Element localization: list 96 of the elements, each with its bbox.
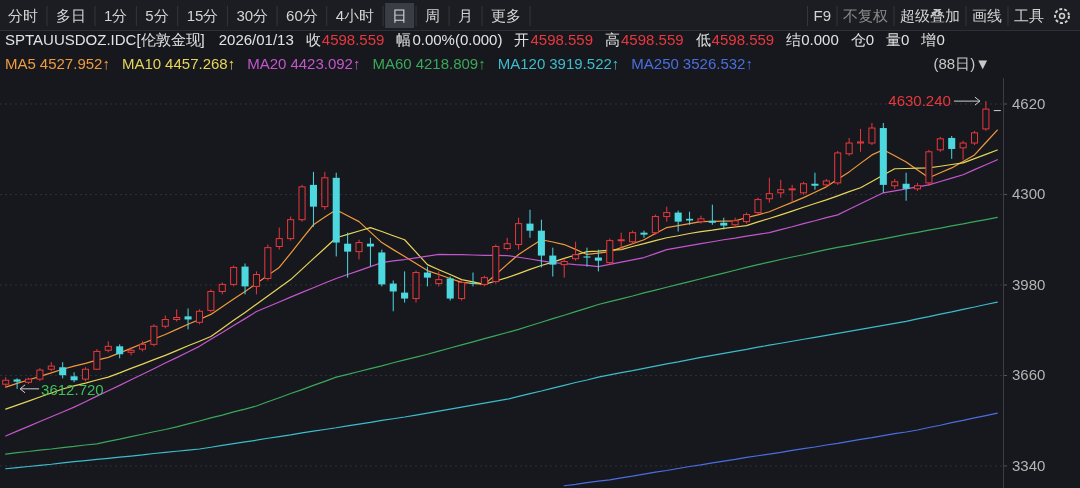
candlestick [572, 241, 580, 262]
candlestick [777, 179, 785, 199]
text: 开 [514, 31, 530, 48]
text: 日 [392, 7, 408, 24]
text: 低 [695, 31, 711, 48]
candlestick [446, 276, 454, 302]
text: 更多 [491, 7, 522, 24]
text: 15分 [186, 7, 219, 24]
text: 4598.559 [711, 31, 775, 48]
candlestick [902, 172, 910, 202]
text: 4598.559 [621, 31, 684, 48]
candlestick [811, 172, 819, 191]
text: 量0 [886, 31, 910, 48]
text: 4218.809↑ [415, 55, 486, 72]
text: 分时 [8, 7, 38, 24]
candlestick [868, 122, 876, 146]
candlestick [13, 377, 21, 390]
text: (88日)▼ [933, 55, 990, 72]
text: 画线 [972, 7, 1002, 24]
candlestick [948, 135, 956, 160]
y-tick-label: 4620 [1012, 95, 1046, 113]
text: MA250 [631, 55, 679, 72]
text: 结0.000 [786, 31, 839, 48]
text: 60分 [286, 7, 318, 24]
y-tick-label: 3980 [1012, 275, 1046, 293]
candlestick [925, 149, 933, 187]
text: 仓0 [850, 31, 875, 48]
candlestick [127, 346, 135, 356]
candlestick [275, 227, 283, 251]
y-tick-label: 3660 [1012, 366, 1046, 384]
chart-title: SPTAUUSDOZ.IDC[伦敦金现] [5, 31, 205, 48]
text: MA120 [497, 55, 546, 72]
candlestick [526, 209, 534, 239]
text: 2026/01/13 [218, 31, 294, 48]
line-series [563, 412, 998, 487]
text: 0.00%(0.000) [412, 31, 503, 48]
candlestick [583, 247, 591, 268]
candlestick [959, 140, 967, 161]
candlestick [70, 371, 78, 383]
text: MA20 [247, 55, 287, 72]
text: MA5 [5, 55, 36, 72]
text: 5分 [145, 7, 169, 24]
text: 工具 [1014, 7, 1044, 24]
text: 3526.532↑ [682, 55, 753, 72]
candlestick [150, 323, 158, 347]
candlestick [469, 272, 477, 287]
text: 4527.952↑ [39, 55, 110, 72]
text: 4423.092↑ [290, 55, 361, 72]
candlestick [708, 204, 716, 226]
candlestick [674, 210, 682, 233]
candlestick [594, 249, 602, 272]
text: 不复权 [843, 7, 888, 24]
candlestick [412, 270, 420, 304]
candlestick [788, 184, 796, 204]
candlestick [697, 215, 705, 225]
text: 4598.559 [530, 31, 594, 48]
text: 30分 [236, 7, 269, 24]
text: 4598.559 [321, 31, 385, 48]
text: 多日 [56, 7, 86, 24]
candlestick [184, 307, 192, 330]
candlestick [754, 197, 762, 216]
line-series [5, 301, 998, 470]
text: 1分 [104, 7, 128, 24]
text: 4小时 [335, 7, 375, 24]
candlestick [982, 100, 990, 132]
text: 增0 [920, 31, 945, 48]
candlestick [640, 230, 648, 239]
candlestick [401, 270, 409, 304]
text: 超级叠加 [900, 7, 960, 24]
text: 月 [458, 7, 474, 24]
text: F9 [813, 7, 831, 24]
text: MA10 [121, 55, 162, 72]
text: 高 [605, 31, 621, 48]
candlestick [549, 247, 557, 277]
candlestick [298, 184, 306, 223]
text: 收 [305, 31, 321, 48]
candlestick [207, 289, 215, 313]
text: 4457.268↑ [165, 55, 236, 72]
line-series [5, 216, 998, 455]
text: 3919.522↑ [549, 55, 620, 72]
candlestick [458, 279, 466, 302]
text: 幅 [396, 31, 412, 48]
candlestick [423, 266, 431, 287]
candlestick [355, 239, 363, 261]
candlestick [344, 232, 352, 279]
candlestick [309, 171, 317, 228]
candlestick [765, 177, 773, 204]
candlestick [845, 137, 853, 157]
candlestick [366, 237, 374, 268]
candlestick [241, 262, 249, 295]
text: MA60 [372, 55, 412, 72]
annotation: 4630.240 [888, 92, 951, 110]
candlestick [36, 367, 44, 382]
text: 周 [425, 7, 441, 24]
y-tick-label: 3340 [1012, 456, 1046, 474]
y-tick-label: 4300 [1012, 185, 1046, 203]
